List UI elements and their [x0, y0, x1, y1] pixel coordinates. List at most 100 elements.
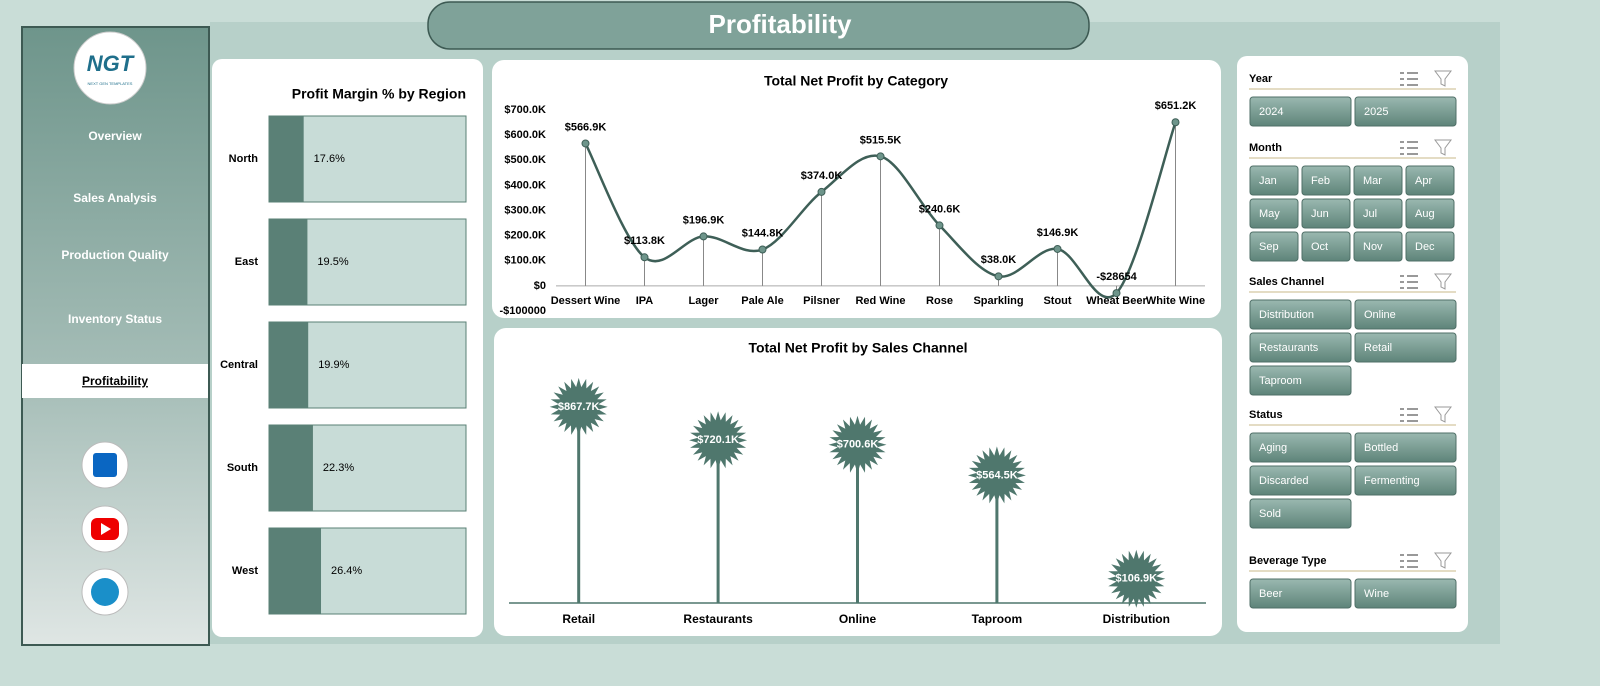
- clear-filter-icon[interactable]: [1434, 273, 1452, 290]
- y-tick-label: $100.0K: [504, 255, 546, 267]
- slicer-button[interactable]: [1249, 578, 1352, 609]
- slicer-button[interactable]: [1354, 299, 1457, 330]
- slicer-button[interactable]: [1249, 498, 1352, 529]
- slicer-item[interactable]: Apr: [1415, 175, 1432, 187]
- slicer-item[interactable]: Sold: [1259, 508, 1281, 520]
- slicer-item[interactable]: Discarded: [1259, 475, 1309, 487]
- slicer-button[interactable]: [1353, 198, 1403, 229]
- slicer-button[interactable]: [1354, 332, 1457, 363]
- slicer-item[interactable]: Taproom: [1259, 375, 1302, 387]
- slicer-item[interactable]: Aging: [1259, 442, 1287, 454]
- slicer-item[interactable]: Online: [1364, 309, 1396, 321]
- slicer-button[interactable]: [1301, 231, 1351, 262]
- clear-filter-icon[interactable]: [1434, 552, 1452, 569]
- multiselect-icon[interactable]: [1400, 141, 1418, 155]
- multiselect-icon[interactable]: [1400, 275, 1418, 289]
- multiselect-icon[interactable]: [1400, 72, 1418, 86]
- multiselect-icon[interactable]: [1400, 554, 1418, 568]
- slicer-item[interactable]: Wine: [1364, 588, 1389, 600]
- clear-filter-icon[interactable]: [1434, 139, 1452, 156]
- point: [994, 272, 1003, 281]
- slicer-button[interactable]: [1353, 165, 1403, 196]
- nav-active: [22, 364, 208, 398]
- slicer-item[interactable]: May: [1259, 208, 1280, 220]
- slicer-button[interactable]: [1249, 165, 1299, 196]
- slicer-button[interactable]: [1405, 198, 1455, 229]
- slicer-button[interactable]: [1249, 198, 1299, 229]
- slicer-item[interactable]: Retail: [1364, 342, 1392, 354]
- category-label: East: [235, 256, 259, 268]
- slicer-button[interactable]: [1301, 165, 1351, 196]
- web-glyph: [91, 578, 119, 606]
- slicer-button[interactable]: [1354, 432, 1457, 463]
- star-marker: [1107, 549, 1166, 608]
- slicer-button[interactable]: [1353, 231, 1403, 262]
- slicer-button[interactable]: [1249, 365, 1352, 396]
- slicer-item[interactable]: Jun: [1311, 208, 1329, 220]
- slicer-item[interactable]: Mar: [1363, 175, 1382, 187]
- nav-item[interactable]: Sales Analysis: [73, 191, 157, 205]
- bar: [269, 116, 304, 202]
- x-tick-label: Sparkling: [973, 295, 1023, 307]
- slicer-item[interactable]: 2024: [1259, 106, 1283, 118]
- slicer-item[interactable]: Sep: [1259, 241, 1279, 253]
- slicer-item[interactable]: Feb: [1311, 175, 1330, 187]
- data-label: $720.1K: [697, 434, 739, 446]
- category-label: North: [229, 153, 259, 165]
- data-label: $867.7K: [558, 401, 600, 413]
- category-label: West: [232, 565, 258, 577]
- slicer-item[interactable]: Dec: [1415, 241, 1435, 253]
- slicer-button[interactable]: [1354, 578, 1457, 609]
- nav-item[interactable]: Production Quality: [61, 248, 169, 262]
- logo-subtext: NEXT GEN TEMPLATES: [88, 81, 133, 86]
- category-label: Central: [220, 359, 258, 371]
- slicer-button[interactable]: [1301, 198, 1351, 229]
- slicer-item[interactable]: Restaurants: [1259, 342, 1319, 354]
- slicer-item[interactable]: Bottled: [1364, 442, 1398, 454]
- slicer-item[interactable]: 2025: [1364, 106, 1388, 118]
- x-tick-label: Pilsner: [803, 295, 840, 307]
- slicer-button[interactable]: [1249, 96, 1352, 127]
- point: [1171, 118, 1180, 127]
- nav-item[interactable]: Overview: [88, 129, 142, 143]
- logo-text: NGT: [87, 51, 135, 76]
- data-label: $374.0K: [801, 170, 843, 182]
- slicer-item[interactable]: Nov: [1363, 241, 1383, 253]
- star-marker: [828, 415, 887, 474]
- y-tick-label: $600.0K: [504, 129, 546, 141]
- clear-filter-icon[interactable]: [1434, 406, 1452, 423]
- slicer-button[interactable]: [1249, 231, 1299, 262]
- slicer-item[interactable]: Beer: [1259, 588, 1283, 600]
- slicer-button[interactable]: [1354, 96, 1457, 127]
- slicer-item[interactable]: Jan: [1259, 175, 1277, 187]
- x-tick-label: Rose: [926, 295, 953, 307]
- data-label: 19.9%: [318, 359, 349, 371]
- point: [699, 232, 708, 241]
- nav-item[interactable]: Inventory Status: [68, 312, 162, 326]
- youtube-play: [101, 523, 111, 535]
- slicer-button[interactable]: [1405, 165, 1455, 196]
- slicer-button[interactable]: [1249, 299, 1352, 330]
- x-tick-label: Pale Ale: [741, 295, 783, 307]
- data-label: $113.8K: [624, 235, 665, 247]
- multiselect-icon[interactable]: [1400, 408, 1418, 422]
- slicer-title: Sales Channel: [1249, 276, 1324, 288]
- slicer-item[interactable]: Distribution: [1259, 309, 1314, 321]
- slicer-button[interactable]: [1249, 465, 1352, 496]
- slicer-button[interactable]: [1249, 432, 1352, 463]
- line: [584, 121, 1177, 299]
- slicer-button[interactable]: [1405, 231, 1455, 262]
- data-label: $38.0K: [981, 254, 1017, 266]
- slicer-item[interactable]: Aug: [1415, 208, 1435, 220]
- data-label: 22.3%: [323, 462, 354, 474]
- y-tick-label: -$100000: [500, 305, 547, 317]
- slicer-item[interactable]: Jul: [1363, 208, 1377, 220]
- slicer-item[interactable]: Fermenting: [1364, 475, 1420, 487]
- slicer-item[interactable]: Oct: [1311, 241, 1328, 253]
- point: [758, 245, 767, 254]
- slicer-button[interactable]: [1354, 465, 1457, 496]
- nav-item[interactable]: Profitability: [82, 374, 148, 388]
- clear-filter-icon[interactable]: [1434, 70, 1452, 87]
- slicer-button[interactable]: [1249, 332, 1352, 363]
